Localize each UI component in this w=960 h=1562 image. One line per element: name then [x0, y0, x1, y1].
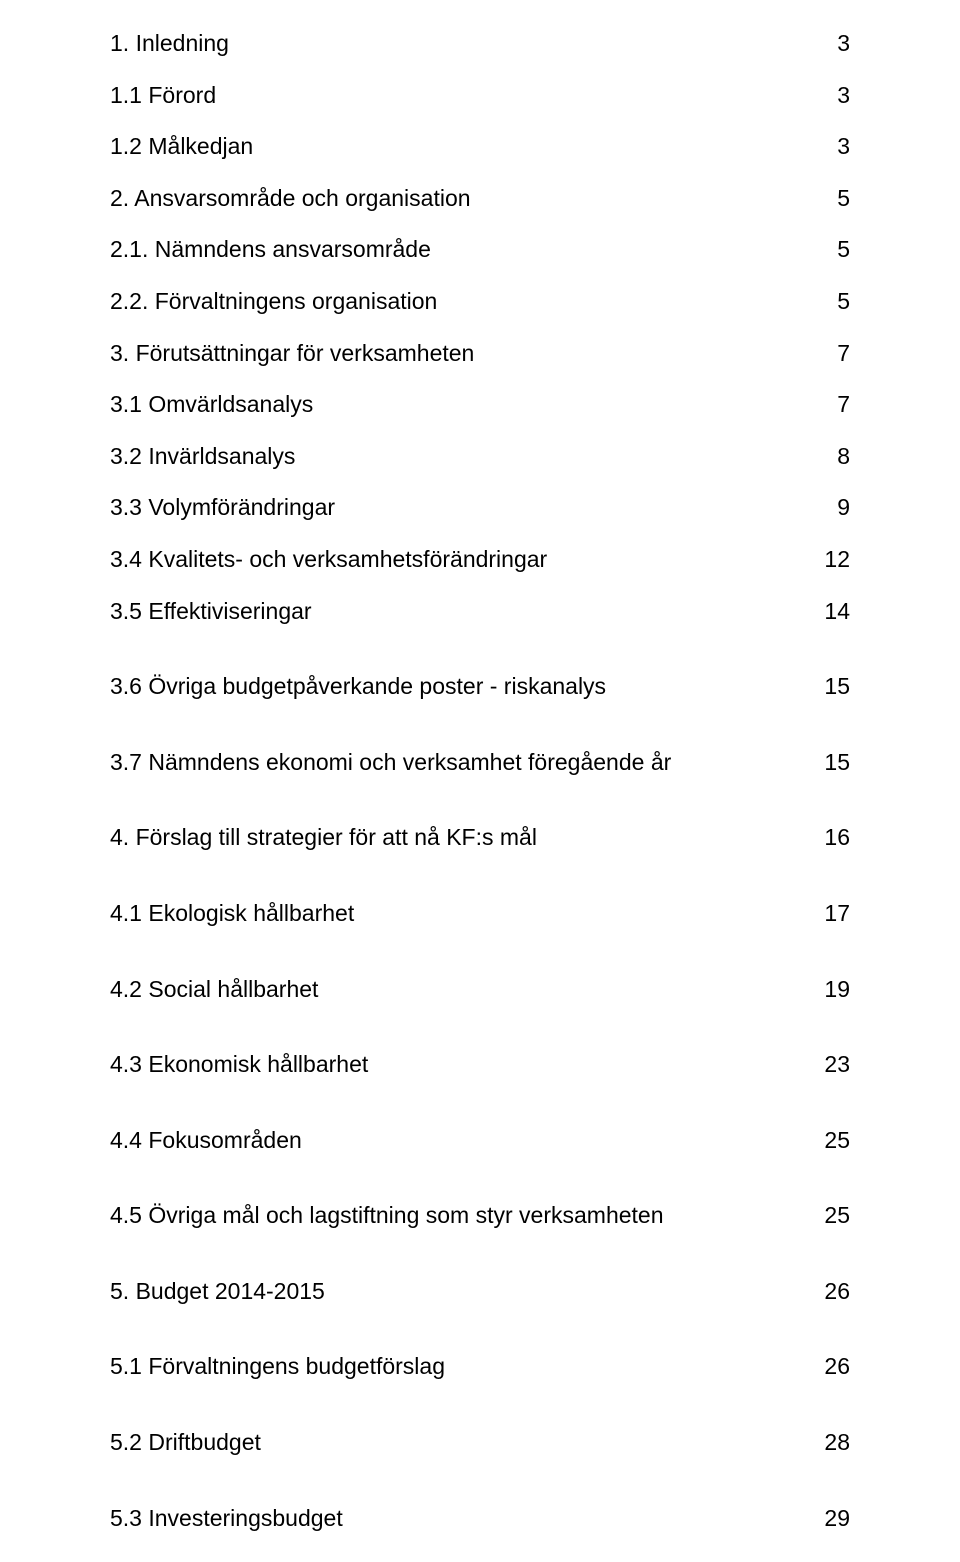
toc-entry-label: 3.7 Nämndens ekonomi och verksamhet före…	[110, 749, 804, 777]
toc-entry-page: 25	[804, 1202, 850, 1230]
toc-entry-label: 4.4 Fokusområden	[110, 1127, 804, 1155]
toc-entry-label: 2.1. Nämndens ansvarsområde	[110, 236, 817, 264]
toc-row: 3.6 Övriga budgetpåverkande poster - ris…	[110, 673, 850, 701]
toc-row: 4.1 Ekologisk hållbarhet17	[110, 900, 850, 928]
toc-entry-page: 7	[817, 391, 850, 419]
toc-entry-label: 5.2 Driftbudget	[110, 1429, 804, 1457]
toc-entry-page: 9	[817, 494, 850, 522]
toc-entry-page: 3	[817, 82, 850, 110]
toc-entry-label: 3.2 Invärldsanalys	[110, 443, 817, 471]
toc-entry-label: 3.5 Effektiviseringar	[110, 598, 804, 626]
toc-entry-page: 15	[804, 749, 850, 777]
toc-entry-page: 15	[804, 673, 850, 701]
toc-entry-page: 23	[804, 1051, 850, 1079]
toc-entry-page: 28	[804, 1429, 850, 1457]
toc-entry-label: 3.4 Kvalitets- och verksamhetsförändring…	[110, 546, 804, 574]
toc-entry-label: 5.1 Förvaltningens budgetförslag	[110, 1353, 804, 1381]
toc-entry-page: 25	[804, 1127, 850, 1155]
toc-entry-label: 3.6 Övriga budgetpåverkande poster - ris…	[110, 673, 804, 701]
toc-row: 2.2. Förvaltningens organisation5	[110, 288, 850, 316]
toc-entry-page: 16	[804, 824, 850, 852]
toc-entry-page: 7	[817, 340, 850, 368]
toc-entry-page: 5	[817, 185, 850, 213]
toc-entry-label: 2.2. Förvaltningens organisation	[110, 288, 817, 316]
toc-row: 4.2 Social hållbarhet19	[110, 976, 850, 1004]
toc-row: 5. Budget 2014-201526	[110, 1278, 850, 1306]
toc-entry-page: 5	[817, 236, 850, 264]
toc-entry-page: 14	[804, 598, 850, 626]
toc-row: 4. Förslag till strategier för att nå KF…	[110, 824, 850, 852]
toc-row: 3.7 Nämndens ekonomi och verksamhet före…	[110, 749, 850, 777]
toc-row: 4.3 Ekonomisk hållbarhet23	[110, 1051, 850, 1079]
toc-row: 1.1 Förord3	[110, 82, 850, 110]
toc-row: 3.3 Volymförändringar9	[110, 494, 850, 522]
toc-row: 2.1. Nämndens ansvarsområde5	[110, 236, 850, 264]
toc-entry-page: 26	[804, 1353, 850, 1381]
toc-entry-page: 3	[817, 30, 850, 58]
toc-row: 3.1 Omvärldsanalys7	[110, 391, 850, 419]
toc-entry-label: 5. Budget 2014-2015	[110, 1278, 804, 1306]
toc-row: 1. Inledning3	[110, 30, 850, 58]
toc-entry-label: 4.5 Övriga mål och lagstiftning som styr…	[110, 1202, 804, 1230]
toc-entry-page: 12	[804, 546, 850, 574]
toc-row: 3.4 Kvalitets- och verksamhetsförändring…	[110, 546, 850, 574]
toc-entry-page: 17	[804, 900, 850, 928]
toc-row: 5.2 Driftbudget28	[110, 1429, 850, 1457]
toc-entry-label: 4.3 Ekonomisk hållbarhet	[110, 1051, 804, 1079]
toc-entry-label: 5.3 Investeringsbudget	[110, 1505, 804, 1533]
toc-entry-label: 4.1 Ekologisk hållbarhet	[110, 900, 804, 928]
toc-entry-page: 8	[817, 443, 850, 471]
toc-entry-page: 3	[817, 133, 850, 161]
toc-entry-label: 1. Inledning	[110, 30, 817, 58]
toc-entry-label: 3. Förutsättningar för verksamheten	[110, 340, 817, 368]
toc-row: 5.1 Förvaltningens budgetförslag26	[110, 1353, 850, 1381]
toc-entry-label: 3.3 Volymförändringar	[110, 494, 817, 522]
toc-entry-page: 29	[804, 1505, 850, 1533]
toc-entry-label: 1.2 Målkedjan	[110, 133, 817, 161]
toc-entry-label: 4. Förslag till strategier för att nå KF…	[110, 824, 804, 852]
toc-entry-label: 4.2 Social hållbarhet	[110, 976, 804, 1004]
toc-row: 3.5 Effektiviseringar14	[110, 598, 850, 626]
toc-row: 3.2 Invärldsanalys8	[110, 443, 850, 471]
toc-row: 2. Ansvarsområde och organisation5	[110, 185, 850, 213]
toc-row: 4.5 Övriga mål och lagstiftning som styr…	[110, 1202, 850, 1230]
toc-row: 4.4 Fokusområden25	[110, 1127, 850, 1155]
toc-entry-label: 2. Ansvarsområde och organisation	[110, 185, 817, 213]
toc-row: 1.2 Målkedjan3	[110, 133, 850, 161]
toc-entry-label: 1.1 Förord	[110, 82, 817, 110]
toc-entry-label: 3.1 Omvärldsanalys	[110, 391, 817, 419]
toc-entry-page: 26	[804, 1278, 850, 1306]
toc-entry-page: 19	[804, 976, 850, 1004]
toc-row: 5.3 Investeringsbudget29	[110, 1505, 850, 1533]
toc-entry-page: 5	[817, 288, 850, 316]
table-of-contents: 1. Inledning31.1 Förord31.2 Målkedjan32.…	[110, 30, 850, 1532]
toc-row: 3. Förutsättningar för verksamheten7	[110, 340, 850, 368]
